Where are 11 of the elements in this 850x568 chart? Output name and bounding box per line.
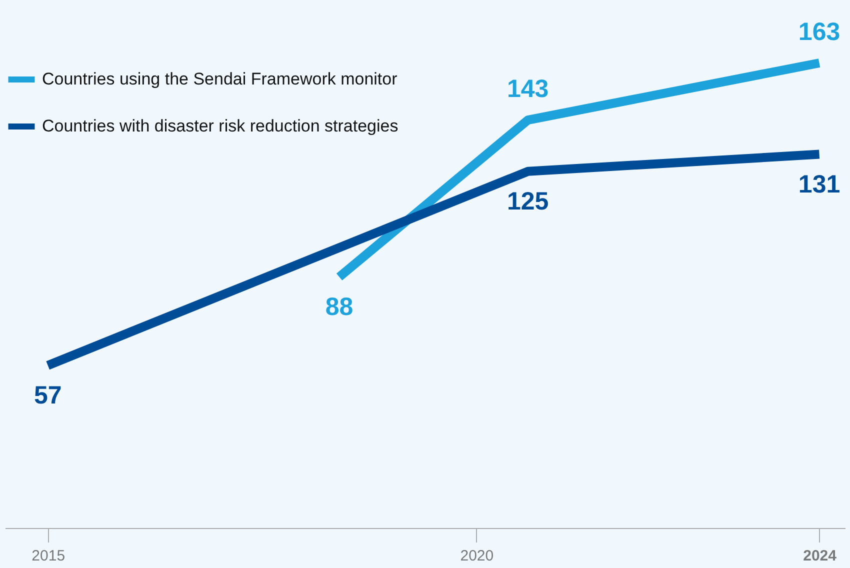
data-label: 88 xyxy=(325,292,354,321)
data-label: 163 xyxy=(798,18,840,46)
data-label: 131 xyxy=(798,170,840,198)
x-tick-label: 2015 xyxy=(32,548,66,564)
data-label: 57 xyxy=(34,381,62,410)
x-tick-label: 2020 xyxy=(460,548,494,564)
x-tick-label: 2024 xyxy=(803,548,838,564)
legend-label: Countries with disaster risk reduction strategies xyxy=(42,116,398,136)
data-label: 125 xyxy=(507,187,549,216)
data-label: 143 xyxy=(507,75,549,104)
legend-label: Countries using the Sendai Framework monitor xyxy=(42,70,398,88)
